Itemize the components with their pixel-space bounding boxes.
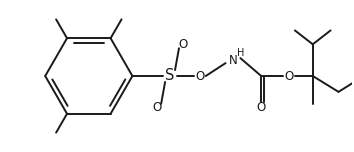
Text: O: O — [178, 38, 188, 51]
Text: N: N — [229, 54, 238, 67]
Text: O: O — [153, 101, 162, 114]
Text: O: O — [257, 101, 266, 114]
Text: S: S — [165, 69, 175, 83]
Text: O: O — [284, 69, 293, 83]
Text: H: H — [237, 48, 244, 58]
Text: O: O — [195, 69, 204, 83]
